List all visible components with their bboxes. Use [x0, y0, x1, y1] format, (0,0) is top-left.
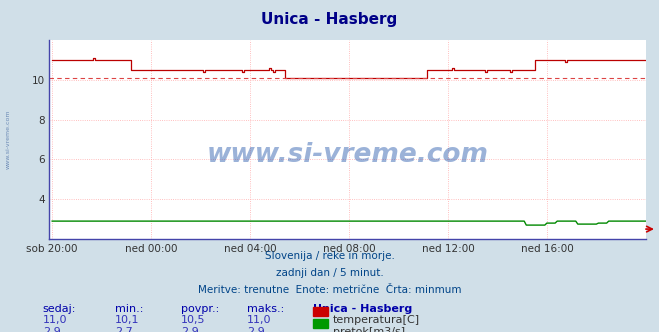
Text: www.si-vreme.com: www.si-vreme.com — [5, 110, 11, 169]
Text: Slovenija / reke in morje.: Slovenija / reke in morje. — [264, 251, 395, 261]
Text: Meritve: trenutne  Enote: metrične  Črta: minmum: Meritve: trenutne Enote: metrične Črta: … — [198, 285, 461, 295]
Text: zadnji dan / 5 minut.: zadnji dan / 5 minut. — [275, 268, 384, 278]
Text: 11,0: 11,0 — [247, 315, 272, 325]
Text: 2,9: 2,9 — [247, 327, 265, 332]
Text: min.:: min.: — [115, 304, 144, 314]
Text: sedaj:: sedaj: — [43, 304, 76, 314]
Text: Unica - Hasberg: Unica - Hasberg — [262, 12, 397, 27]
Text: temperatura[C]: temperatura[C] — [333, 315, 420, 325]
Text: maks.:: maks.: — [247, 304, 285, 314]
Text: 10,1: 10,1 — [115, 315, 140, 325]
Text: Unica - Hasberg: Unica - Hasberg — [313, 304, 413, 314]
Text: 11,0: 11,0 — [43, 315, 67, 325]
Text: pretok[m3/s]: pretok[m3/s] — [333, 327, 405, 332]
Text: 2,9: 2,9 — [181, 327, 199, 332]
Text: www.si-vreme.com: www.si-vreme.com — [207, 142, 488, 168]
Text: 10,5: 10,5 — [181, 315, 206, 325]
Text: 2,7: 2,7 — [115, 327, 133, 332]
Text: povpr.:: povpr.: — [181, 304, 219, 314]
Text: 2,9: 2,9 — [43, 327, 61, 332]
